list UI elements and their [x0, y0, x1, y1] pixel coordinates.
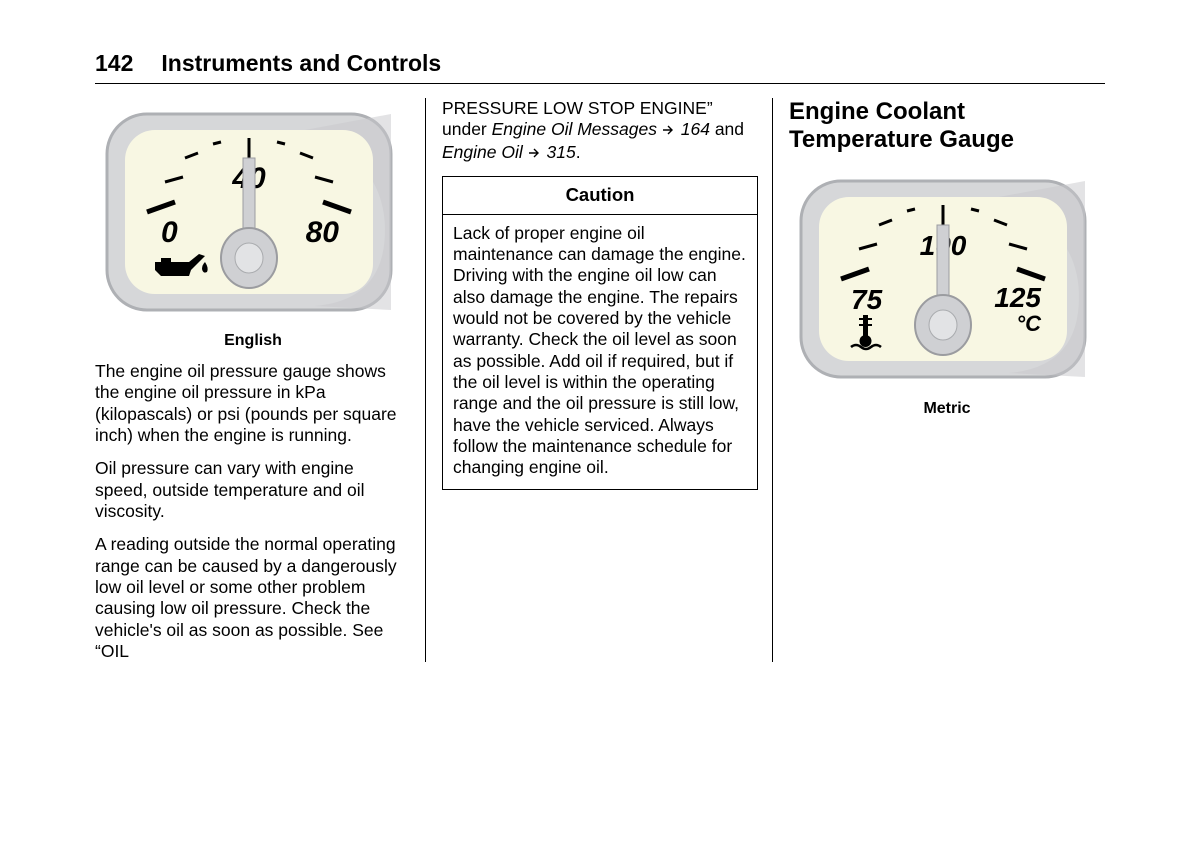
svg-text:80: 80	[306, 216, 340, 249]
xref-arrow-icon	[662, 120, 676, 141]
svg-text:75: 75	[851, 284, 883, 315]
coolant-temp-gauge: 75 100 125 °C	[789, 167, 1105, 392]
body-text: The engine oil pressure gauge shows the …	[95, 361, 411, 446]
gauge-caption: Metric	[789, 399, 1105, 419]
svg-text:°C: °C	[1016, 311, 1042, 336]
caution-box: Caution Lack of proper engine oil mainte…	[442, 176, 758, 490]
xref-page: 164	[681, 119, 710, 139]
svg-text:0: 0	[161, 216, 178, 249]
body-text: .	[576, 142, 581, 162]
page-header: 142 Instruments and Controls	[95, 50, 1105, 84]
cross-ref[interactable]: Engine Oil Messages	[492, 119, 657, 139]
caution-body: Lack of proper engine oil maintenance ca…	[443, 215, 757, 489]
columns: 0 40 80 English The engine oil pressure …	[95, 98, 1105, 662]
xref-arrow-icon	[528, 143, 542, 164]
body-text: Oil pressure can vary with engine speed,…	[95, 458, 411, 522]
page-number: 142	[95, 50, 133, 77]
column-2: PRESSURE LOW STOP ENGINE” under Engine O…	[426, 98, 773, 662]
cross-ref[interactable]: Engine Oil	[442, 142, 523, 162]
chapter-title: Instruments and Controls	[161, 50, 441, 77]
manual-page: 142 Instruments and Controls	[0, 0, 1200, 662]
xref-page: 315	[547, 142, 576, 162]
caution-heading: Caution	[443, 177, 757, 215]
section-heading: Engine Coolant Temperature Gauge	[789, 98, 1105, 153]
svg-text:125: 125	[994, 282, 1041, 313]
body-text: A reading outside the normal operating r…	[95, 534, 411, 662]
column-1: 0 40 80 English The engine oil pressure …	[95, 98, 426, 662]
continuation-text: PRESSURE LOW STOP ENGINE” under Engine O…	[442, 98, 758, 164]
oil-pressure-gauge: 0 40 80	[95, 100, 411, 325]
body-text: and	[715, 119, 744, 139]
gauge-caption: English	[95, 331, 411, 351]
column-3: Engine Coolant Temperature Gauge	[773, 98, 1105, 662]
